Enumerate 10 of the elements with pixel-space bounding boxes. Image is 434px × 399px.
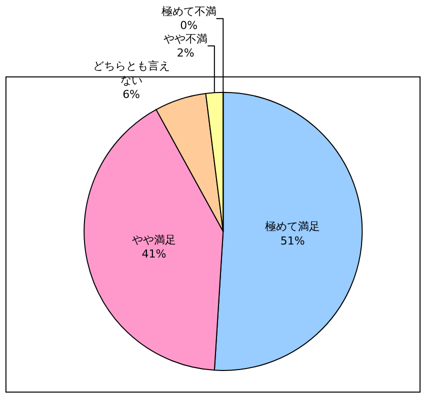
data-label: 41% <box>142 248 166 261</box>
data-label: 51% <box>280 234 305 248</box>
text: 0% <box>180 19 198 32</box>
slice-label: 極めて満足 <box>265 220 320 234</box>
data-label: 2% <box>176 46 194 60</box>
category-label: 極めて不満 <box>161 4 216 18</box>
slice-label: どちらとも言えない <box>92 60 170 87</box>
data-label: 6% <box>122 88 140 102</box>
slice-label: やや満足 <box>132 233 176 246</box>
slice-label: やや不満 <box>164 32 208 46</box>
